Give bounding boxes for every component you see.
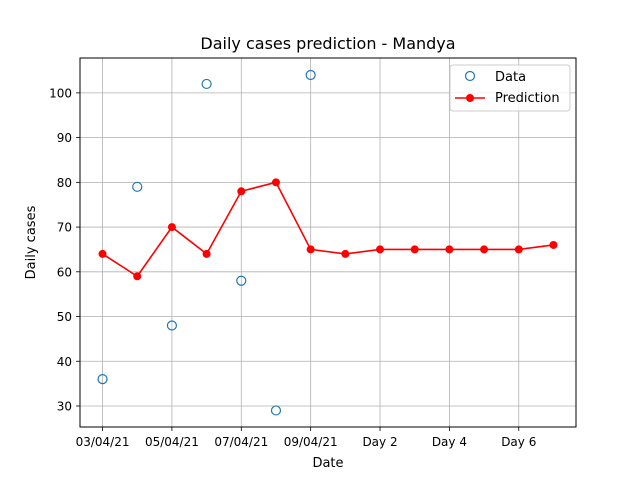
x-tick-label: Day 4 — [432, 435, 467, 449]
prediction-point — [341, 249, 350, 258]
data-point — [270, 405, 282, 416]
y-tick-label: 90 — [57, 131, 72, 145]
prediction-point — [514, 245, 523, 254]
prediction-line — [102, 181, 554, 278]
prediction-point — [306, 245, 315, 254]
data-point — [236, 275, 247, 286]
series-layer — [97, 69, 558, 416]
prediction-point — [410, 245, 419, 254]
legend-data-label: Data — [495, 70, 526, 85]
data-point — [201, 78, 212, 90]
grid — [80, 58, 576, 427]
legend: Data Prediction — [449, 64, 571, 112]
y-tick-label: 100 — [49, 86, 72, 100]
y-axis-label: Daily cases — [24, 205, 39, 279]
legend-prediction-marker — [466, 94, 474, 102]
data-point — [166, 320, 178, 331]
prediction-point — [202, 249, 211, 258]
prediction-point — [549, 240, 558, 249]
data-point — [97, 374, 108, 385]
legend-box — [449, 64, 571, 112]
prediction-point — [271, 178, 280, 187]
data-point — [305, 69, 316, 81]
prediction-point — [376, 245, 385, 254]
y-tick-label: 80 — [57, 176, 72, 190]
x-tick-label: 09/04/21 — [284, 435, 338, 449]
prediction-point — [237, 187, 246, 196]
prediction-point — [167, 223, 176, 232]
data-point — [132, 181, 143, 192]
y-tick-label: 50 — [57, 310, 72, 324]
x-tick-label: Day 2 — [362, 435, 397, 449]
x-tick-label: Day 6 — [501, 435, 536, 449]
y-tick-label: 30 — [57, 399, 72, 413]
x-axis-label: Date — [312, 456, 343, 471]
legend-prediction-label: Prediction — [495, 91, 560, 106]
x-tick-label: 07/04/21 — [214, 435, 268, 449]
x-tick-label: 05/04/21 — [145, 435, 199, 449]
prediction-point — [133, 272, 142, 281]
x-tick-label: 03/04/21 — [76, 435, 130, 449]
prediction-point — [480, 245, 489, 254]
x-axis-ticks: 03/04/21 05/04/21 07/04/21 09/04/21 Day 2 Day… — [76, 427, 536, 449]
legend-data-marker — [464, 70, 476, 82]
chart-title: Daily cases prediction - Mandya — [200, 34, 455, 53]
prediction-point — [98, 249, 107, 258]
y-axis-ticks: 30 40 50 60 70 80 90 100 — [49, 86, 80, 413]
y-tick-label: 40 — [57, 355, 72, 369]
y-tick-label: 70 — [57, 221, 72, 235]
axes-frame — [79, 57, 577, 428]
y-tick-label: 60 — [57, 265, 72, 279]
prediction-point — [445, 245, 454, 254]
